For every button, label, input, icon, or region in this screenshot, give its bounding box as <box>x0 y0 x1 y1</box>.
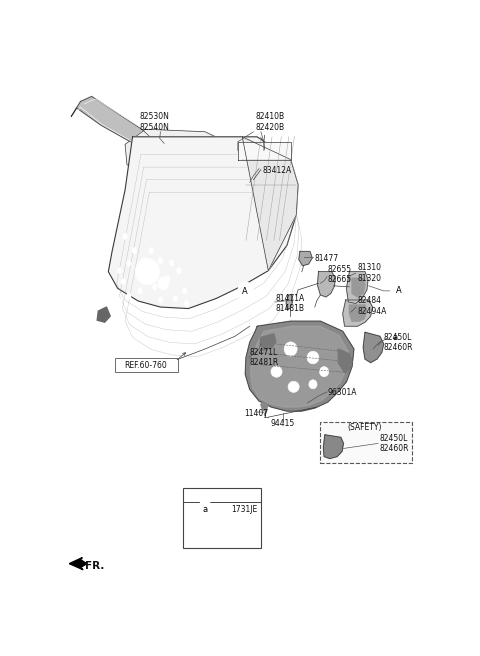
Polygon shape <box>97 307 110 322</box>
Circle shape <box>132 247 137 253</box>
Circle shape <box>142 258 146 264</box>
Polygon shape <box>363 333 384 363</box>
Text: 82484
82494A: 82484 82494A <box>358 297 387 316</box>
Polygon shape <box>349 305 367 321</box>
Text: 81471A
81481B: 81471A 81481B <box>276 294 305 313</box>
Polygon shape <box>251 326 348 407</box>
Circle shape <box>158 258 163 264</box>
Circle shape <box>182 288 187 294</box>
Ellipse shape <box>307 351 319 364</box>
Text: REF.60-760: REF.60-760 <box>124 361 167 370</box>
Circle shape <box>158 297 163 303</box>
Circle shape <box>112 306 116 312</box>
Text: A: A <box>396 287 401 295</box>
Circle shape <box>198 500 212 518</box>
Polygon shape <box>343 300 372 326</box>
Text: 81477: 81477 <box>315 253 339 262</box>
Polygon shape <box>261 402 267 411</box>
Ellipse shape <box>158 277 169 289</box>
Polygon shape <box>108 137 298 308</box>
Circle shape <box>123 234 127 239</box>
FancyBboxPatch shape <box>115 358 178 372</box>
Text: 96301A: 96301A <box>328 388 357 398</box>
Circle shape <box>166 276 170 281</box>
Circle shape <box>117 268 122 274</box>
Polygon shape <box>245 321 354 411</box>
Ellipse shape <box>309 380 317 389</box>
Ellipse shape <box>205 514 239 541</box>
Text: a: a <box>203 504 208 514</box>
Polygon shape <box>324 435 344 459</box>
Circle shape <box>153 284 157 290</box>
Circle shape <box>117 298 122 304</box>
Polygon shape <box>125 129 231 200</box>
Bar <box>183 488 261 548</box>
Text: 83412A: 83412A <box>263 166 292 175</box>
Text: 82530N
82540N: 82530N 82540N <box>140 112 170 132</box>
Ellipse shape <box>135 258 159 285</box>
Polygon shape <box>286 295 292 308</box>
Circle shape <box>127 293 131 299</box>
Circle shape <box>184 300 189 306</box>
Text: 82450L
82460R: 82450L 82460R <box>384 333 413 352</box>
Text: 82410B
82420B: 82410B 82420B <box>256 112 285 132</box>
Circle shape <box>388 328 401 346</box>
Ellipse shape <box>288 381 299 392</box>
Circle shape <box>138 288 142 294</box>
Text: 82655
82665: 82655 82665 <box>328 265 352 285</box>
Bar <box>321 422 411 462</box>
Ellipse shape <box>320 367 329 377</box>
Circle shape <box>121 279 125 285</box>
Polygon shape <box>317 272 335 297</box>
Circle shape <box>127 260 131 266</box>
Polygon shape <box>260 334 276 350</box>
Ellipse shape <box>271 366 282 377</box>
Polygon shape <box>347 272 368 304</box>
Text: 82450L
82460R: 82450L 82460R <box>380 434 409 453</box>
Text: 11407: 11407 <box>244 409 268 418</box>
Circle shape <box>149 247 154 253</box>
Text: 94415: 94415 <box>270 419 295 428</box>
Ellipse shape <box>284 342 297 356</box>
Text: 1731JE: 1731JE <box>231 504 257 514</box>
Text: 81310
81320: 81310 81320 <box>358 264 382 283</box>
Circle shape <box>136 273 140 279</box>
Polygon shape <box>69 558 87 569</box>
Circle shape <box>173 295 178 302</box>
Polygon shape <box>352 278 365 297</box>
Polygon shape <box>338 349 352 373</box>
Text: A: A <box>242 287 248 297</box>
Polygon shape <box>242 137 298 271</box>
Circle shape <box>169 260 174 266</box>
Polygon shape <box>238 142 290 159</box>
Text: FR.: FR. <box>85 561 105 571</box>
Circle shape <box>390 279 407 302</box>
Text: 82471L
82481R: 82471L 82481R <box>250 348 279 367</box>
Text: a: a <box>392 333 397 342</box>
Polygon shape <box>71 96 175 159</box>
Circle shape <box>177 268 181 274</box>
Polygon shape <box>299 251 312 266</box>
Circle shape <box>238 282 252 302</box>
Text: (SAFETY): (SAFETY) <box>348 422 382 432</box>
Ellipse shape <box>210 518 234 537</box>
